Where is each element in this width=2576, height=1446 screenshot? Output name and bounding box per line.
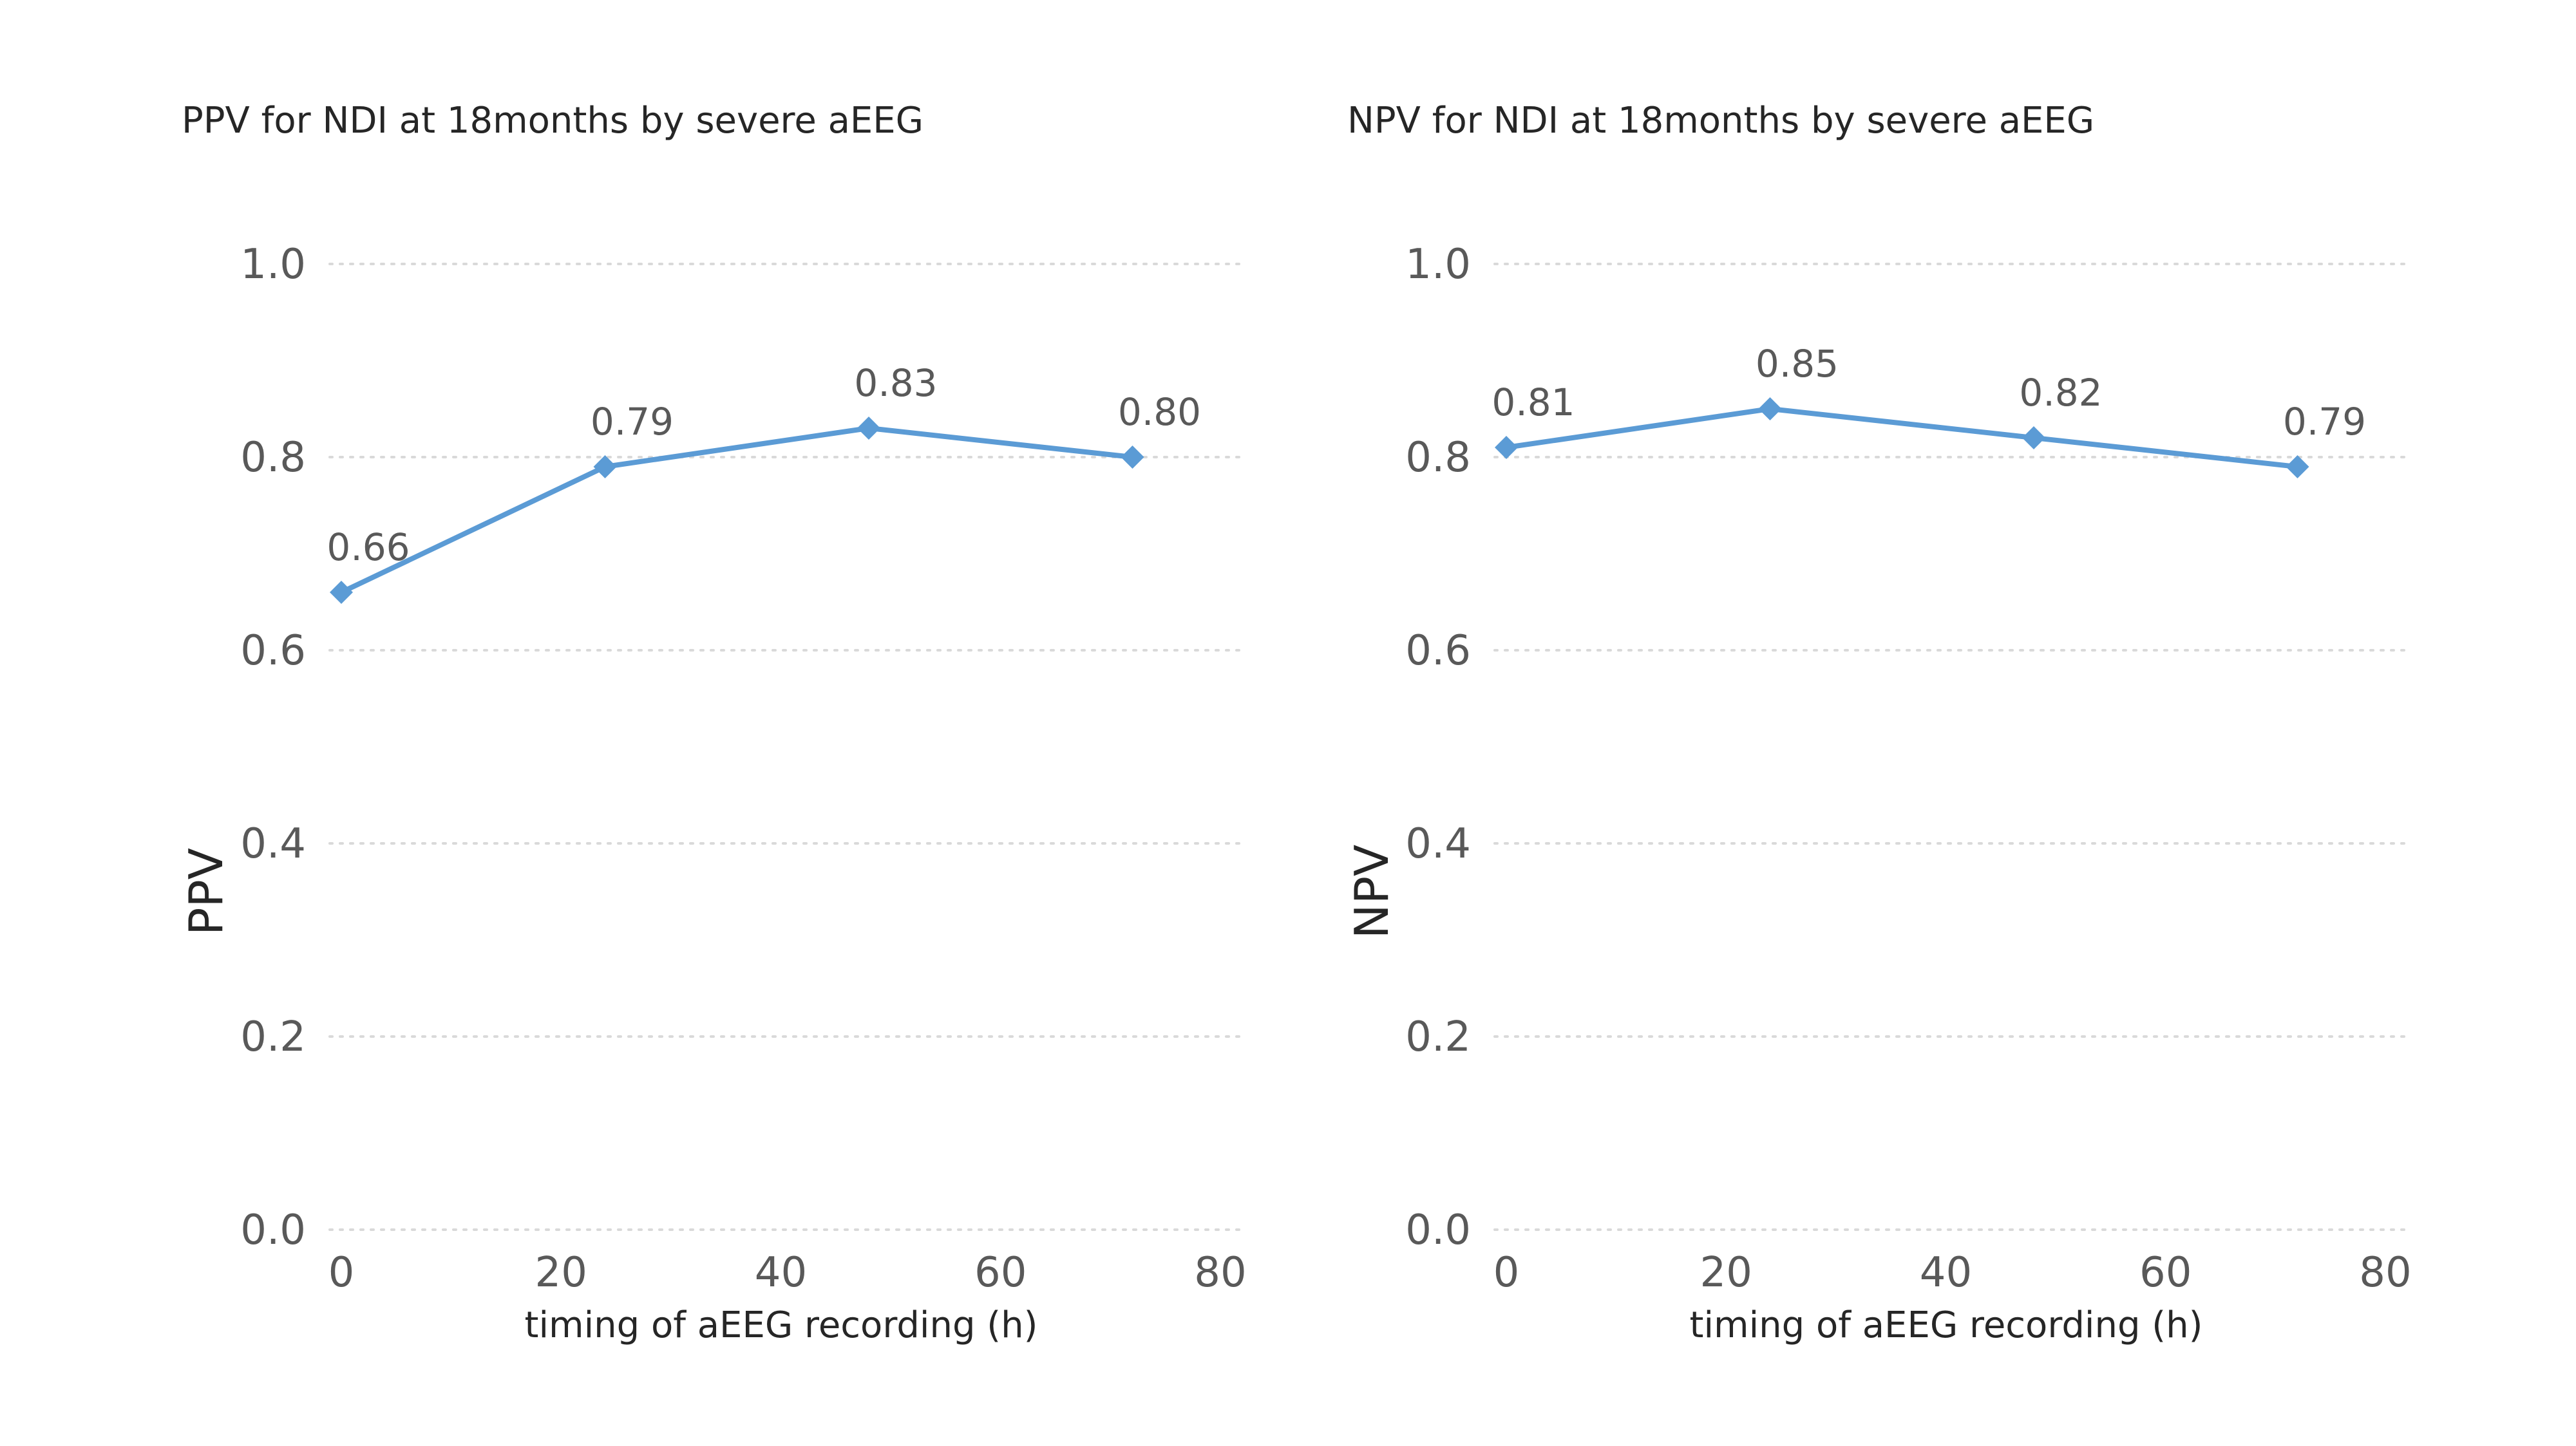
y-tick-label: 0.2 <box>240 1013 306 1061</box>
y-tick-label: 0.0 <box>1405 1207 1471 1254</box>
data-label: 0.85 <box>1756 342 1839 386</box>
data-point-marker <box>1758 397 1782 420</box>
data-point-marker <box>1121 446 1144 469</box>
y-axis-label: PPV <box>179 848 233 935</box>
x-tick-label: 20 <box>535 1249 587 1297</box>
chart-title: PPV for NDI at 18months by severe aEEG <box>182 100 923 142</box>
x-axis-label: timing of aEEG recording (h) <box>525 1304 1038 1346</box>
data-label: 0.83 <box>854 361 937 405</box>
x-tick-label: 60 <box>974 1249 1027 1297</box>
data-label: 0.79 <box>591 400 674 444</box>
series-line <box>1504 406 2300 469</box>
data-label: 0.81 <box>1492 380 1575 424</box>
x-tick-label: 40 <box>1920 1249 1972 1297</box>
y-tick-label: 0.4 <box>1405 820 1471 868</box>
npv-chart: NPV for NDI at 18months by severe aEEG 0.… <box>1345 100 2413 1346</box>
x-tick-label: 60 <box>2139 1249 2192 1297</box>
data-label: 0.66 <box>327 525 410 569</box>
data-point-marker <box>330 581 353 604</box>
x-tick-label: 80 <box>2359 1249 2411 1297</box>
y-tick-label: 0.8 <box>1405 434 1471 482</box>
data-point-marker <box>593 455 617 478</box>
data-point-marker <box>1495 436 1518 459</box>
x-tick-label: 0 <box>1493 1249 1520 1297</box>
data-label: 0.80 <box>1118 390 1201 434</box>
y-tick-label: 0.4 <box>240 820 306 868</box>
chart-title: NPV for NDI at 18months by severe aEEG <box>1347 100 2094 142</box>
x-tick-label: 0 <box>328 1249 355 1297</box>
data-point-marker <box>2286 455 2309 478</box>
y-tick-label: 0.0 <box>240 1207 306 1254</box>
data-label: 0.82 <box>2019 371 2102 415</box>
data-point-marker <box>857 417 880 440</box>
y-tick-label: 1.0 <box>240 241 306 288</box>
y-tick-label: 1.0 <box>1405 241 1471 288</box>
series-line <box>339 426 1135 595</box>
data-label: 0.79 <box>2283 400 2366 444</box>
x-tick-label: 20 <box>1700 1249 1752 1297</box>
y-tick-label: 0.6 <box>1405 627 1471 675</box>
x-tick-label: 80 <box>1194 1249 1246 1297</box>
x-axis-label: timing of aEEG recording (h) <box>1690 1304 2203 1346</box>
x-tick-label: 40 <box>755 1249 807 1297</box>
ppv-chart: PPV for NDI at 18months by severe aEEG 0.… <box>179 100 1248 1346</box>
data-point-marker <box>2022 426 2045 449</box>
y-tick-label: 0.8 <box>240 434 306 482</box>
y-tick-label: 0.6 <box>240 627 306 675</box>
y-axis-label: NPV <box>1345 845 1399 939</box>
y-tick-label: 0.2 <box>1405 1013 1471 1061</box>
